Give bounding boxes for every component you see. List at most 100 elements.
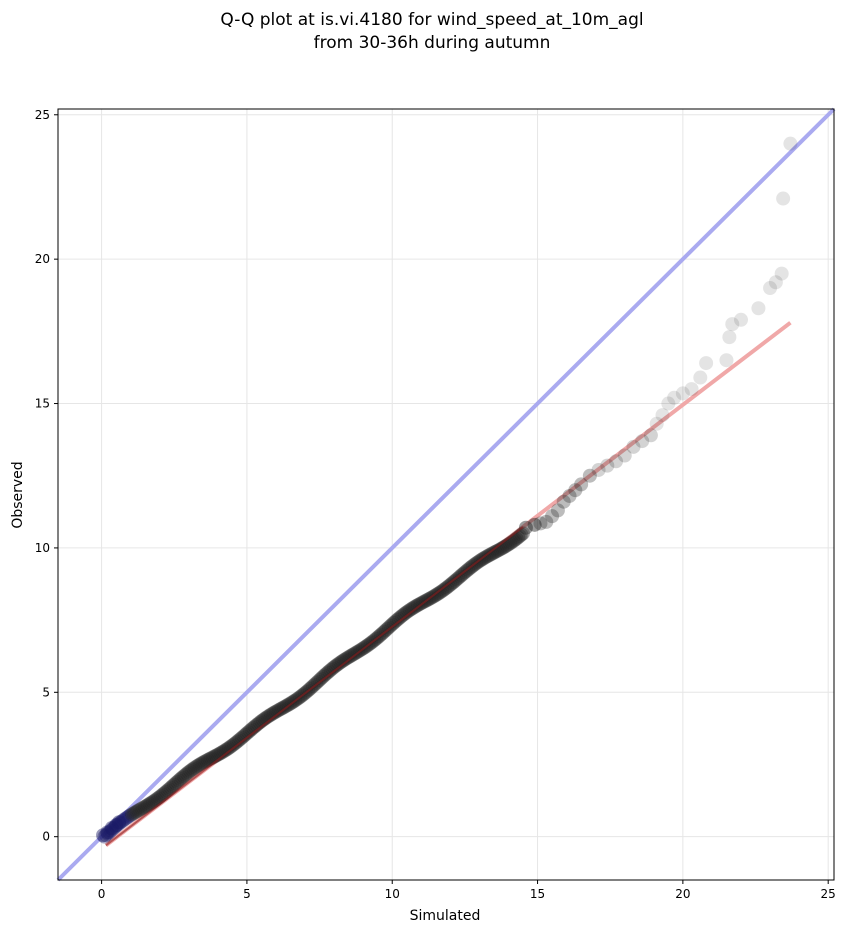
- qq-point: [139, 798, 154, 813]
- qq-point: [142, 796, 157, 811]
- qq-point: [217, 744, 232, 759]
- qq-point: [550, 503, 565, 518]
- qq-point: [99, 828, 114, 843]
- qq-point: [339, 651, 354, 666]
- qq-point: [315, 670, 330, 685]
- qq-point: [115, 814, 130, 829]
- fit-line-inner: [105, 526, 524, 847]
- y-tick-label: 0: [42, 830, 50, 844]
- qq-point: [263, 707, 278, 722]
- y-tick-label: 15: [35, 397, 50, 411]
- qq-point: [108, 819, 123, 834]
- qq-point: [722, 330, 737, 345]
- qq-point: [110, 817, 125, 832]
- y-axis: 0 5 10 15 20 25: [35, 108, 58, 844]
- qq-point: [404, 601, 419, 616]
- qq-point: [323, 662, 338, 677]
- qq-point: [320, 665, 335, 680]
- x-tick-label: 5: [243, 887, 251, 901]
- qq-point: [684, 382, 699, 397]
- qq-point: [118, 811, 133, 826]
- qq-point: [402, 602, 417, 617]
- qq-point: [124, 807, 139, 822]
- qq-point: [187, 760, 202, 775]
- qq-point: [317, 668, 332, 683]
- grid: [58, 109, 834, 880]
- qq-point: [341, 650, 356, 665]
- qq-point: [123, 808, 138, 823]
- qq-point: [162, 782, 177, 797]
- qq-point: [338, 652, 353, 667]
- qq-point: [440, 580, 455, 595]
- qq-point: [215, 745, 230, 760]
- qq-point: [105, 822, 120, 837]
- x-axis: 0 5 10 15 20 25: [98, 880, 836, 901]
- qq-point: [157, 786, 172, 801]
- qq-point: [112, 815, 127, 830]
- qq-point: [333, 655, 348, 670]
- qq-point: [100, 826, 115, 841]
- qq-point: [318, 667, 333, 682]
- qq-point: [344, 648, 359, 663]
- qq-point: [121, 809, 136, 824]
- qq-point: [488, 544, 503, 559]
- qq-point: [751, 301, 766, 316]
- qq-point: [486, 545, 501, 560]
- qq-point: [236, 729, 251, 744]
- identity-line: [56, 107, 836, 882]
- qq-point: [699, 356, 714, 371]
- qq-point: [192, 757, 207, 772]
- qq-point: [226, 737, 241, 752]
- qq-point: [144, 795, 159, 810]
- qq-point: [776, 191, 791, 206]
- qq-point: [591, 462, 606, 477]
- qq-point: [388, 614, 403, 629]
- qq-point: [230, 734, 245, 749]
- qq-point: [178, 767, 193, 782]
- qq-point: [394, 608, 409, 623]
- qq-point: [109, 818, 124, 833]
- qq-point: [331, 656, 346, 671]
- plot-frame: [57, 108, 835, 881]
- qq-point: [643, 428, 658, 443]
- qq-point: [617, 448, 632, 463]
- qq-point: [268, 704, 283, 719]
- qq-point: [383, 618, 398, 633]
- qq-point: [213, 746, 228, 761]
- qq-point: [113, 815, 128, 830]
- qq-point: [150, 791, 165, 806]
- qq-point: [186, 761, 201, 776]
- x-tick-label: 10: [385, 887, 400, 901]
- qq-point: [312, 673, 327, 688]
- qq-point: [239, 726, 254, 741]
- qq-point: [482, 548, 497, 563]
- qq-point: [393, 610, 408, 625]
- qq-point: [116, 812, 131, 827]
- qq-point: [436, 582, 451, 597]
- qq-point: [196, 755, 211, 770]
- qq-point: [272, 702, 287, 717]
- y-tick-label: 25: [35, 108, 50, 122]
- qq-point: [518, 520, 533, 535]
- qq-point: [527, 517, 542, 532]
- qq-point: [485, 546, 500, 561]
- qq-point: [120, 810, 135, 825]
- qq-point: [431, 586, 446, 601]
- qq-point: [233, 732, 248, 747]
- qq-point: [556, 494, 571, 509]
- qq-point: [129, 804, 144, 819]
- qq-point: [635, 434, 650, 449]
- qq-point: [107, 820, 122, 835]
- qq-point: [165, 779, 180, 794]
- qq-point: [322, 664, 337, 679]
- qq-point: [719, 353, 734, 368]
- y-axis-label: Observed: [10, 461, 26, 528]
- qq-point: [134, 801, 149, 816]
- qq-point: [171, 773, 186, 788]
- qq-point: [155, 787, 170, 802]
- qq-point: [626, 439, 641, 454]
- chart-title-line-2: from 30-36h during autumn: [314, 33, 551, 53]
- qq-point: [179, 766, 194, 781]
- qq-point: [97, 829, 112, 844]
- qq-point: [328, 658, 343, 673]
